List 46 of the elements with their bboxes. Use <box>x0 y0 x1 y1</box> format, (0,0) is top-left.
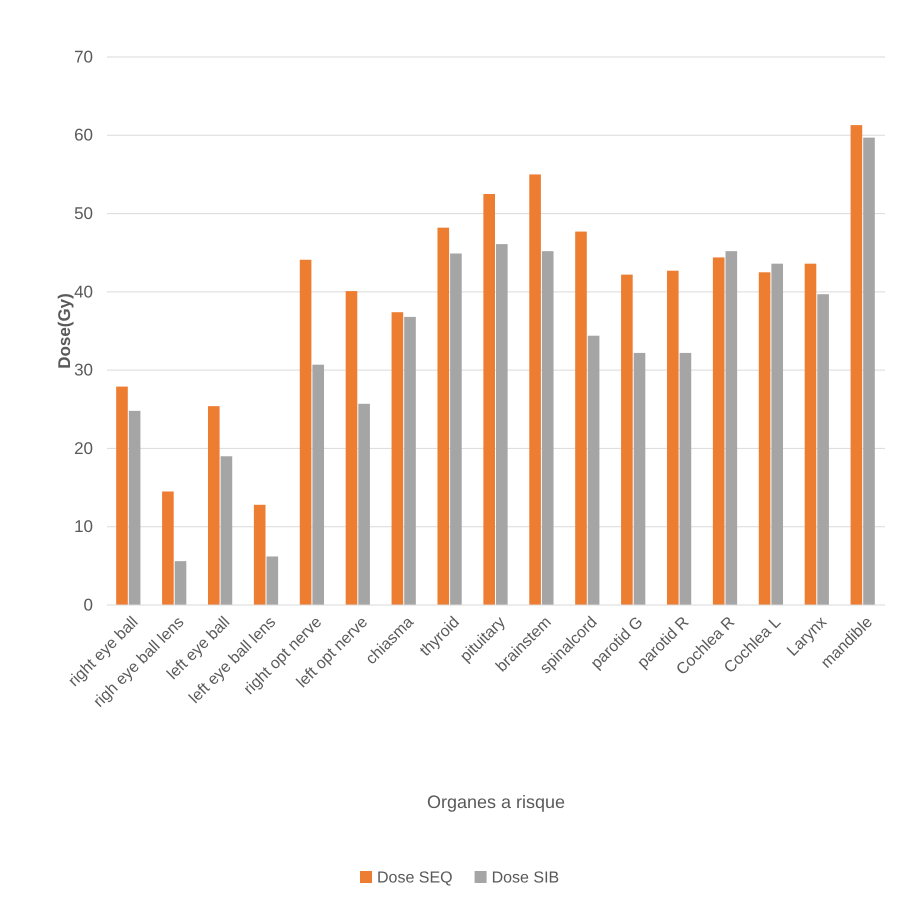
bar <box>254 504 266 605</box>
bar <box>496 244 508 605</box>
bar <box>529 174 541 605</box>
y-tick-label: 10 <box>74 517 93 536</box>
bar <box>392 312 404 605</box>
bar <box>758 272 770 605</box>
y-tick-label: 30 <box>74 360 93 380</box>
bar <box>850 125 862 605</box>
bar <box>804 264 816 605</box>
y-tick-label: 0 <box>84 595 93 614</box>
bar <box>450 253 462 605</box>
bar <box>437 228 450 605</box>
bar <box>358 404 370 605</box>
bar <box>621 274 633 605</box>
bar <box>726 251 738 605</box>
legend-label: Dose SIB <box>492 870 560 887</box>
bar <box>817 294 829 605</box>
bar <box>266 556 278 605</box>
bar <box>771 264 784 605</box>
bar <box>483 194 495 605</box>
x-axis-title: Organes a risque <box>426 792 566 812</box>
bar <box>162 491 174 605</box>
y-tick-label: 70 <box>74 47 93 66</box>
bar <box>712 257 724 605</box>
bar <box>588 336 600 605</box>
bar <box>300 260 312 605</box>
bar <box>680 352 692 605</box>
bar <box>220 456 232 605</box>
bar <box>116 386 128 605</box>
y-axis-title: Dose(Gy) <box>55 293 74 369</box>
bar <box>174 561 186 605</box>
bar <box>575 232 587 605</box>
y-tick-label: 20 <box>74 438 93 458</box>
bar <box>208 406 220 605</box>
y-tick-label: 50 <box>74 204 93 224</box>
bar <box>634 352 646 605</box>
bar <box>346 291 358 605</box>
y-tick-label: 40 <box>74 282 93 302</box>
bar <box>666 270 679 605</box>
bar <box>863 138 875 605</box>
bar <box>128 410 140 605</box>
bar <box>312 364 324 605</box>
bar <box>542 251 554 605</box>
y-tick-label: 60 <box>74 126 93 145</box>
bar <box>404 316 416 605</box>
legend-label: Dose SEQ <box>377 870 453 887</box>
